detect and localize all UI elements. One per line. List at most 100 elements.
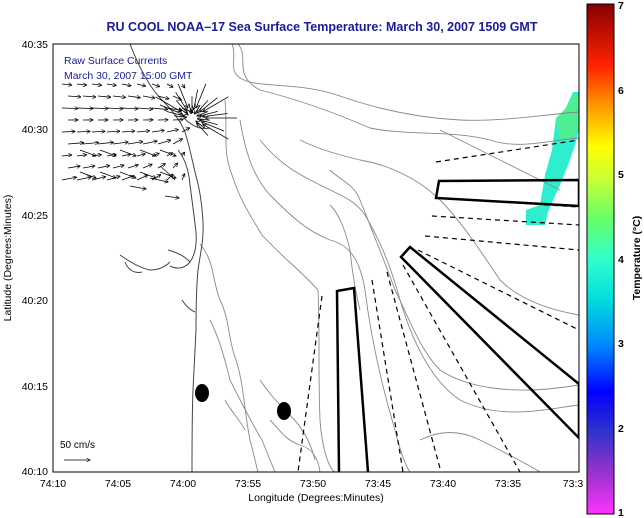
x-axis: 74:10 74:05 74:00 73:55 73:50 73:45 73:4… xyxy=(40,478,584,490)
current-vector xyxy=(61,177,76,181)
current-vector xyxy=(172,139,182,145)
current-vector xyxy=(121,154,131,156)
current-vector xyxy=(79,171,96,178)
current-vector xyxy=(121,131,135,132)
current-vector xyxy=(142,96,155,98)
x-tick-label: 74:10 xyxy=(40,478,66,490)
current-vector xyxy=(139,171,156,178)
colorbar-tick-label: 5 xyxy=(618,169,624,181)
x-tick-label: 74:05 xyxy=(105,478,131,490)
current-vector xyxy=(121,108,138,109)
current-vector xyxy=(99,171,116,178)
survey-box-east xyxy=(434,178,579,208)
current-vector xyxy=(97,166,109,169)
current-vector xyxy=(136,154,145,156)
current-vector xyxy=(139,149,156,156)
y-tick-label: 40:15 xyxy=(22,381,48,393)
y-tick-label: 40:30 xyxy=(22,124,48,136)
current-vector xyxy=(121,84,131,86)
current-vector xyxy=(106,108,123,109)
current-vector xyxy=(82,96,96,97)
current-vector xyxy=(172,163,178,169)
current-vector xyxy=(97,142,113,144)
current-vector xyxy=(91,177,106,181)
colorbar-tick-label: 7 xyxy=(618,0,624,12)
y-tick-label: 40:10 xyxy=(22,466,48,478)
coastline xyxy=(119,44,211,472)
current-vector xyxy=(159,171,176,178)
current-vector xyxy=(196,83,207,108)
current-vector xyxy=(200,120,218,126)
current-vector xyxy=(181,128,190,133)
current-vector xyxy=(182,152,185,156)
x-tick-label: 73:55 xyxy=(235,478,261,490)
x-tick-label: 73:45 xyxy=(365,478,391,490)
current-vector xyxy=(151,130,164,132)
colorbar-ticks: 7 6 5 4 3 2 1 xyxy=(618,0,624,518)
colorbar-tick-label: 3 xyxy=(618,338,624,350)
current-vector xyxy=(127,142,143,145)
currents-legend-line1: Raw Surface Currents xyxy=(64,55,167,67)
y-tick-label: 40:25 xyxy=(22,210,48,222)
current-vector xyxy=(112,165,124,169)
scale-label: 50 cm/s xyxy=(60,440,95,451)
current-vector xyxy=(76,108,93,109)
current-vector xyxy=(127,165,138,169)
current-vector xyxy=(82,166,95,168)
current-vector xyxy=(166,83,173,87)
current-vector xyxy=(76,131,90,132)
current-vector xyxy=(67,96,81,97)
current-vector xyxy=(164,196,179,198)
current-vector xyxy=(182,174,185,181)
x-tick-label: 73:3 xyxy=(563,478,584,490)
current-vector xyxy=(142,164,152,169)
current-vector xyxy=(197,123,209,136)
y-axis: 40:35 40:30 40:25 40:20 40:15 40:10 xyxy=(22,39,48,478)
current-vector xyxy=(166,110,184,116)
x-tick-label: 74:00 xyxy=(170,478,196,490)
current-vector xyxy=(119,149,136,156)
current-vector xyxy=(136,131,150,132)
current-vector xyxy=(91,131,105,132)
x-tick-label: 73:50 xyxy=(300,478,326,490)
survey-box-diagonal xyxy=(399,245,579,440)
y-tick-label: 40:35 xyxy=(22,39,48,51)
y-axis-label: Latitude (Degrees:Minutes) xyxy=(2,195,14,322)
current-vector xyxy=(151,108,168,110)
current-vector xyxy=(99,149,116,156)
current-vector xyxy=(136,175,148,181)
current-vector xyxy=(166,153,172,157)
current-vector xyxy=(67,166,80,168)
x-tick-label: 73:40 xyxy=(430,478,456,490)
current-vector xyxy=(76,155,86,156)
currents-legend-line2: March 30, 2007 15:00 GMT xyxy=(64,70,193,82)
map-content xyxy=(61,44,579,472)
current-vector xyxy=(149,177,168,182)
current-vector xyxy=(112,96,126,97)
colorbar-tick-label: 6 xyxy=(618,85,624,97)
station-marker xyxy=(195,384,209,402)
current-vector xyxy=(194,89,199,110)
current-vector xyxy=(61,84,72,85)
survey-box-south xyxy=(335,286,370,472)
current-vector xyxy=(106,84,116,85)
current-vector xyxy=(142,141,157,145)
current-vector xyxy=(157,164,165,169)
current-vector xyxy=(202,122,225,132)
station-marker xyxy=(277,402,291,420)
current-vector xyxy=(129,185,146,189)
current-vector xyxy=(159,149,176,156)
current-vector xyxy=(76,84,87,85)
x-axis-label: Longitude (Degrees:Minutes) xyxy=(248,492,383,504)
current-vector xyxy=(203,96,229,112)
current-vector xyxy=(166,129,178,133)
current-vector xyxy=(177,83,188,108)
sst-patch-green xyxy=(556,95,579,140)
current-vector xyxy=(67,143,84,144)
colorbar-tick-label: 1 xyxy=(618,507,624,518)
current-vector xyxy=(106,131,120,132)
x-tick-label: 73:35 xyxy=(495,478,521,490)
surface-current-vectors xyxy=(61,83,237,198)
current-vector xyxy=(136,84,146,86)
current-vector xyxy=(155,96,181,112)
